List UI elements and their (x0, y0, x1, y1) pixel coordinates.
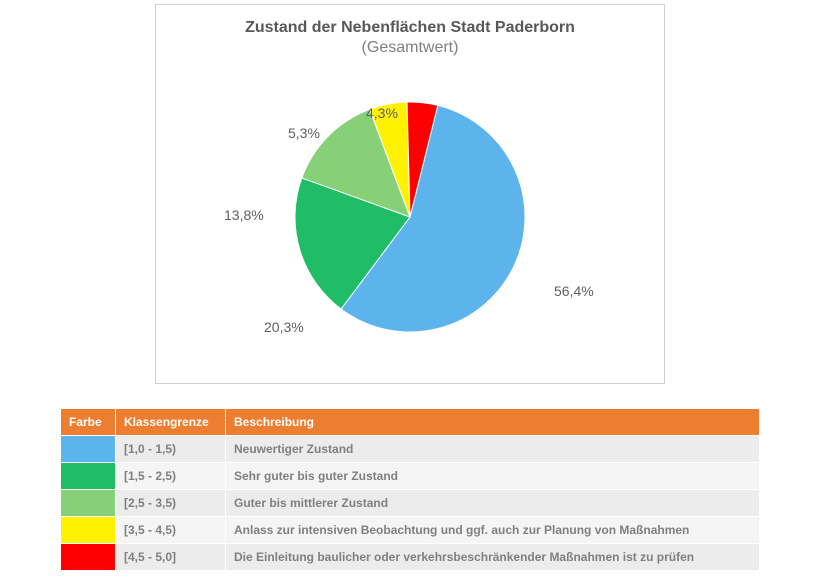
legend-color-swatch (61, 544, 116, 571)
legend-klassengrenze: [4,5 - 5,0] (116, 544, 226, 571)
legend-color-swatch (61, 517, 116, 544)
legend-row: [3,5 - 4,5)Anlass zur intensiven Beobach… (61, 517, 760, 544)
legend-row: [2,5 - 3,5)Guter bis mittlerer Zustand (61, 490, 760, 517)
legend-klassengrenze: [1,5 - 2,5) (116, 463, 226, 490)
chart-container: Zustand der Nebenflächen Stadt Paderborn… (155, 4, 665, 384)
legend-klassengrenze: [3,5 - 4,5) (116, 517, 226, 544)
legend-klassengrenze: [1,0 - 1,5) (116, 436, 226, 463)
legend-header-klassengrenze: Klassengrenze (116, 409, 226, 436)
chart-title: Zustand der Nebenflächen Stadt Paderborn (156, 19, 664, 37)
legend-header-farbe: Farbe (61, 409, 116, 436)
legend-color-swatch (61, 490, 116, 517)
legend-table: Farbe Klassengrenze Beschreibung [1,0 - … (60, 408, 760, 571)
legend-row: [1,0 - 1,5)Neuwertiger Zustand (61, 436, 760, 463)
legend-row: [4,5 - 5,0]Die Einleitung baulicher oder… (61, 544, 760, 571)
slice-label-4: 4,3% (366, 105, 398, 121)
legend-beschreibung: Guter bis mittlerer Zustand (226, 490, 760, 517)
chart-subtitle: (Gesamtwert) (156, 39, 664, 57)
legend-beschreibung: Neuwertiger Zustand (226, 436, 760, 463)
legend-klassengrenze: [2,5 - 3,5) (116, 490, 226, 517)
pie-chart (290, 97, 530, 337)
slice-label-3: 5,3% (288, 125, 320, 141)
legend-color-swatch (61, 436, 116, 463)
slice-label-1: 20,3% (264, 319, 304, 335)
legend-beschreibung: Sehr guter bis guter Zustand (226, 463, 760, 490)
legend-color-swatch (61, 463, 116, 490)
legend-beschreibung: Die Einleitung baulicher oder verkehrsbe… (226, 544, 760, 571)
legend-beschreibung: Anlass zur intensiven Beobachtung und gg… (226, 517, 760, 544)
slice-label-0: 56,4% (554, 283, 594, 299)
legend-row: [1,5 - 2,5)Sehr guter bis guter Zustand (61, 463, 760, 490)
legend-header-row: Farbe Klassengrenze Beschreibung (61, 409, 760, 436)
legend-header-beschreibung: Beschreibung (226, 409, 760, 436)
pie-area: 56,4% 20,3% 13,8% 5,3% 4,3% (156, 67, 664, 367)
slice-label-2: 13,8% (224, 207, 264, 223)
